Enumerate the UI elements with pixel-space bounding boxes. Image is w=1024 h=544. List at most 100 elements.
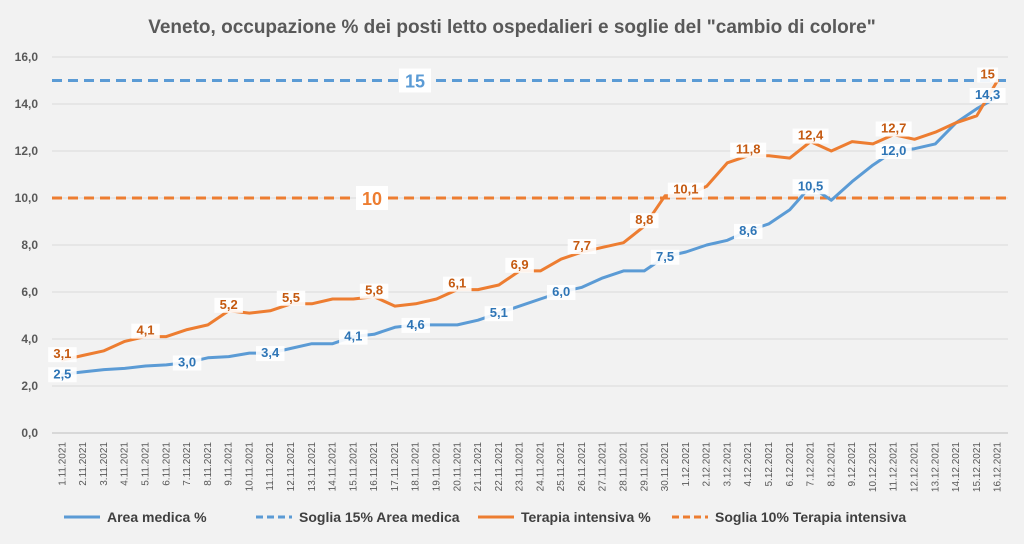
y-axis-ticks: 0,0 2,0 4,0 6,0 8,0 10,0 12,0 14,0 16,0 xyxy=(15,50,39,440)
x-tick-label: 18.11.2021 xyxy=(411,442,422,492)
y-tick-label: 4,0 xyxy=(21,332,38,346)
series-line-area-medica xyxy=(60,95,1000,376)
x-tick-label: 12.12.2021 xyxy=(909,442,920,492)
x-tick-label: 3.11.2021 xyxy=(99,442,110,486)
data-label: 5,2 xyxy=(220,297,238,312)
x-tick-label: 4.12.2021 xyxy=(743,442,754,487)
y-tick-label: 16,0 xyxy=(15,50,39,64)
x-tick-label: 28.11.2021 xyxy=(619,442,630,492)
data-label: 12,0 xyxy=(881,143,906,158)
x-tick-label: 16.11.2021 xyxy=(369,442,380,492)
data-label-bg xyxy=(131,323,160,339)
data-label-bg xyxy=(875,121,912,137)
data-labels: 2,5 3,0 3,4 4,1 4,6 5,1 6,0 7,5 8,6 10,5 12,0 14,3 3… xyxy=(48,67,1006,383)
data-label: 6,1 xyxy=(448,276,466,291)
data-label: 5,8 xyxy=(365,283,383,298)
chart-title: Veneto, occupazione % dei posti letto os… xyxy=(148,17,876,38)
gridlines xyxy=(52,56,1008,434)
data-label-bg xyxy=(401,317,430,333)
x-tick-label: 15.12.2021 xyxy=(972,442,983,492)
series-line-terapia-intensiva xyxy=(60,79,1000,362)
data-label: 7,5 xyxy=(656,249,674,264)
x-tick-label: 2.12.2021 xyxy=(702,442,713,487)
x-tick-label: 27.11.2021 xyxy=(598,442,609,492)
threshold-label-bg xyxy=(399,68,431,93)
data-label-bg xyxy=(667,182,704,198)
data-label: 2,5 xyxy=(53,366,71,381)
x-tick-label: 9.11.2021 xyxy=(224,442,235,486)
data-label-bg xyxy=(339,329,368,345)
data-label: 5,5 xyxy=(282,290,300,305)
legend: Area medica % Soglia 15% Area medica Terap… xyxy=(64,509,906,525)
x-tick-label: 24.11.2021 xyxy=(535,442,546,492)
y-tick-label: 10,0 xyxy=(15,191,39,205)
data-label-bg xyxy=(567,239,597,255)
x-tick-label: 19.11.2021 xyxy=(431,442,442,492)
data-label-bg xyxy=(969,87,1006,103)
x-tick-label: 6.11.2021 xyxy=(161,442,172,486)
data-label-bg xyxy=(650,249,680,265)
data-label: 8,6 xyxy=(739,223,757,238)
x-tick-label: 12.11.2021 xyxy=(286,442,297,492)
data-label: 3,4 xyxy=(261,345,280,360)
data-label-bg xyxy=(733,223,763,239)
x-tick-label: 14.11.2021 xyxy=(328,442,339,492)
threshold-label: 15 xyxy=(405,72,425,92)
x-tick-label: 6.12.2021 xyxy=(785,442,796,487)
y-tick-label: 12,0 xyxy=(15,144,39,158)
legend-label: Area medica % xyxy=(107,509,207,525)
data-label: 8,8 xyxy=(635,212,653,227)
data-label: 11,8 xyxy=(736,142,761,157)
threshold-label-bg xyxy=(356,186,388,210)
x-tick-label: 23.11.2021 xyxy=(515,442,526,492)
x-tick-label: 3.12.2021 xyxy=(722,442,733,487)
x-tick-label: 26.11.2021 xyxy=(577,442,588,492)
data-label: 10,5 xyxy=(798,178,823,193)
x-tick-label: 5.11.2021 xyxy=(141,442,152,486)
x-tick-label: 5.12.2021 xyxy=(764,442,775,487)
x-tick-label: 1.11.2021 xyxy=(57,442,68,486)
x-tick-label: 30.11.2021 xyxy=(660,442,671,492)
x-tick-label: 16.12.2021 xyxy=(993,442,1004,492)
legend-label: Terapia intensiva % xyxy=(521,509,651,525)
data-label-bg xyxy=(977,67,999,83)
x-tick-label: 2.11.2021 xyxy=(78,442,89,486)
data-label: 7,7 xyxy=(573,238,591,253)
data-label-bg xyxy=(484,306,514,322)
x-tick-label: 29.11.2021 xyxy=(639,442,650,492)
x-tick-label: 21.11.2021 xyxy=(473,442,484,492)
x-tick-label: 8.11.2021 xyxy=(203,442,214,486)
data-label-bg xyxy=(730,142,767,158)
x-tick-label: 22.11.2021 xyxy=(494,442,505,492)
data-label-bg xyxy=(546,285,576,300)
x-tick-label: 11.11.2021 xyxy=(265,442,276,491)
data-label: 6,9 xyxy=(511,257,529,272)
data-label: 12,7 xyxy=(881,121,906,136)
x-tick-label: 7.12.2021 xyxy=(806,442,817,487)
x-tick-label: 14.12.2021 xyxy=(951,442,962,492)
data-label-bg xyxy=(172,355,202,371)
data-label-bg xyxy=(48,367,77,383)
x-tick-label: 17.11.2021 xyxy=(390,442,401,492)
data-label-bg xyxy=(48,347,77,363)
series-lines xyxy=(60,79,1000,376)
x-tick-label: 13.12.2021 xyxy=(930,442,941,492)
data-label-bg xyxy=(359,283,389,299)
data-label-bg xyxy=(630,213,659,229)
data-label: 4,1 xyxy=(136,323,154,338)
x-tick-label: 15.11.2021 xyxy=(348,442,359,492)
data-label-bg xyxy=(214,297,243,313)
data-label: 3,0 xyxy=(178,355,196,370)
threshold-label: 10 xyxy=(362,189,382,209)
data-label-bg xyxy=(255,346,285,362)
x-tick-label: 4.11.2021 xyxy=(120,442,131,486)
x-tick-label: 10.12.2021 xyxy=(868,442,879,492)
x-tick-label: 10.11.2021 xyxy=(244,442,255,492)
data-label: 5,1 xyxy=(490,305,508,320)
x-tick-label: 8.12.2021 xyxy=(826,442,837,487)
data-label: 10,1 xyxy=(673,182,698,197)
data-label-bg xyxy=(792,179,829,195)
